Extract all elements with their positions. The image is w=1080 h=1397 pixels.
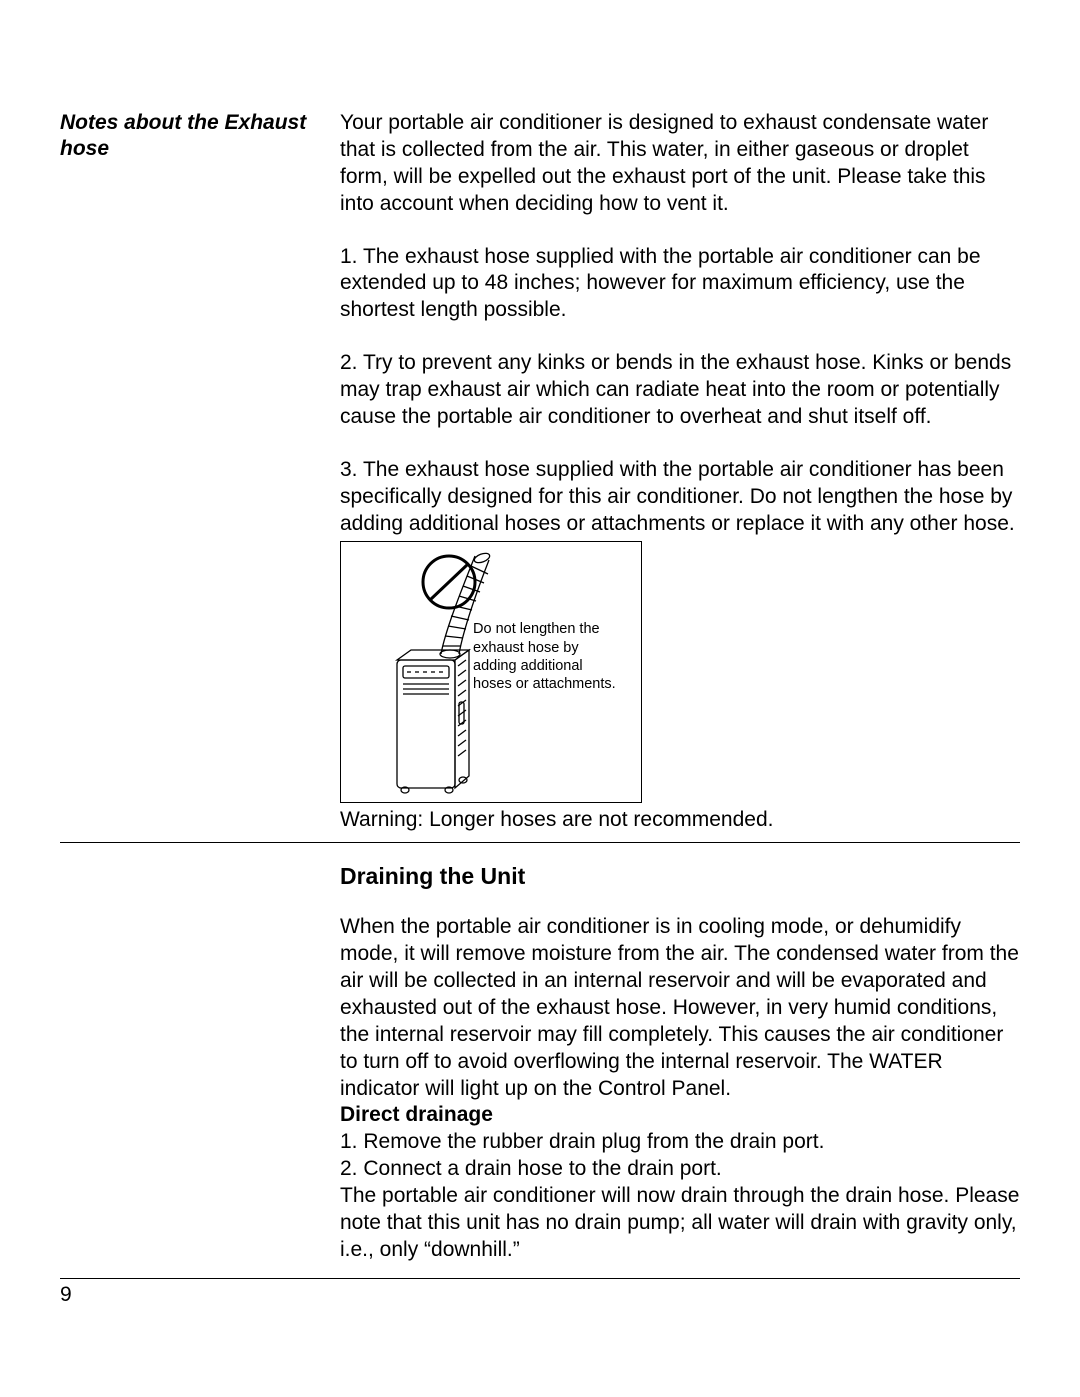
body-column-exhaust: Your portable air conditioner is designe… xyxy=(340,110,1020,834)
drainage-step-2: 2. Connect a drain hose to the drain por… xyxy=(340,1156,1020,1183)
direct-drainage-heading: Direct drainage xyxy=(340,1102,1020,1129)
figure-warning-text: Warning: Longer hoses are not recommende… xyxy=(340,807,1020,834)
exhaust-point-2: 2. Try to prevent any kinks or bends in … xyxy=(340,350,1020,431)
section-divider xyxy=(60,842,1020,843)
page-number: 9 xyxy=(60,1283,1020,1307)
draining-title: Draining the Unit xyxy=(340,863,1020,890)
drainage-step-1: 1. Remove the rubber drain plug from the… xyxy=(340,1129,1020,1156)
exhaust-point-3: 3. The exhaust hose supplied with the po… xyxy=(340,457,1020,538)
exhaust-hose-figure: Do not lengthen the exhaust hose by addi… xyxy=(340,541,642,803)
footer-rule xyxy=(60,1278,1020,1279)
exhaust-intro-paragraph: Your portable air conditioner is designe… xyxy=(340,110,1020,218)
body-column-draining: Draining the Unit When the portable air … xyxy=(340,863,1020,1263)
figure-caption: Do not lengthen the exhaust hose by addi… xyxy=(473,620,623,693)
side-heading-exhaust: Notes about the Exhaust hose xyxy=(60,110,320,163)
section-exhaust-hose: Notes about the Exhaust hose Your portab… xyxy=(60,110,1020,834)
exhaust-point-1: 1. The exhaust hose supplied with the po… xyxy=(340,244,1020,325)
section-draining: Draining the Unit When the portable air … xyxy=(60,863,1020,1263)
drainage-extra-note: The portable air conditioner will now dr… xyxy=(340,1183,1020,1264)
document-page: Notes about the Exhaust hose Your portab… xyxy=(0,0,1080,1397)
draining-intro-paragraph: When the portable air conditioner is in … xyxy=(340,914,1020,1102)
side-heading-column: Notes about the Exhaust hose xyxy=(60,110,340,163)
